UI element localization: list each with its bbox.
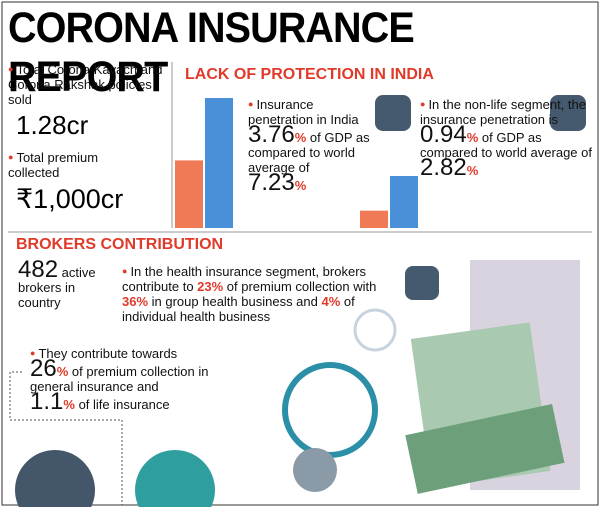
bar (390, 176, 418, 228)
text: of premium collection with (223, 279, 377, 294)
highlight: 23% (197, 279, 224, 294)
number: 482 (18, 256, 59, 283)
text: In the health insurance segment, brokers… (122, 264, 367, 294)
text: of life insurance (78, 397, 170, 412)
money-stack (405, 404, 565, 494)
nonlife-text: In the non-life segment, the insurance p… (420, 97, 595, 181)
health-text: In the health insurance segment, brokers… (122, 264, 402, 324)
number: 2.82 (420, 154, 467, 181)
stethoscope (282, 362, 378, 458)
text: active (61, 265, 96, 280)
number: 3.76 (248, 121, 295, 148)
illustration (9, 260, 580, 507)
policies-value: 1.28cr (16, 110, 89, 140)
bar (360, 210, 388, 228)
text: They contribute towards (30, 346, 230, 361)
text: Insurance penetration in India (248, 97, 370, 127)
number: 1.1 (30, 388, 64, 415)
text: brokers in country (18, 280, 76, 310)
text: of premium collection in general insuran… (30, 364, 209, 394)
number: 7.23 (248, 169, 295, 196)
premium-value: ₹1,000cr (16, 184, 124, 214)
number: 0.94 (420, 121, 467, 148)
icon (375, 95, 411, 131)
premium-label: Total premium collected (8, 150, 148, 180)
unit: % (56, 364, 69, 379)
coin-icon (15, 450, 95, 507)
highlight: 36% (122, 294, 149, 309)
bar (175, 160, 203, 228)
text: of individual health business (122, 294, 355, 324)
bar (205, 98, 233, 228)
number: 26 (30, 355, 57, 382)
policies-label: Total Corona Kavach and Corona Rakshak p… (8, 62, 168, 107)
insurance-text: Insurance penetration in India 3.76% of … (248, 97, 370, 196)
unit: % (294, 130, 307, 145)
stethoscope (293, 448, 337, 492)
coin-icon (135, 450, 215, 507)
broker-count: 482 active brokers in country (18, 258, 118, 311)
icon (405, 266, 439, 300)
text: In the non-life segment, the insurance p… (420, 97, 595, 127)
unit: % (466, 130, 479, 145)
unit: % (63, 397, 75, 412)
unit: % (294, 178, 307, 193)
contribution-text: They contribute towards 26% of premium c… (30, 346, 230, 415)
text: in group health business and (148, 294, 322, 309)
text: of GDP as compared to world average of (248, 130, 370, 175)
connector (9, 371, 123, 505)
section-title: BROKERS CONTRIBUTION (16, 236, 224, 253)
highlight: 4% (321, 294, 341, 309)
unit: % (466, 163, 479, 178)
text: of GDP as compared to world average of (420, 130, 592, 160)
section-title: LACK OF PROTECTION IN INDIA (185, 66, 434, 83)
